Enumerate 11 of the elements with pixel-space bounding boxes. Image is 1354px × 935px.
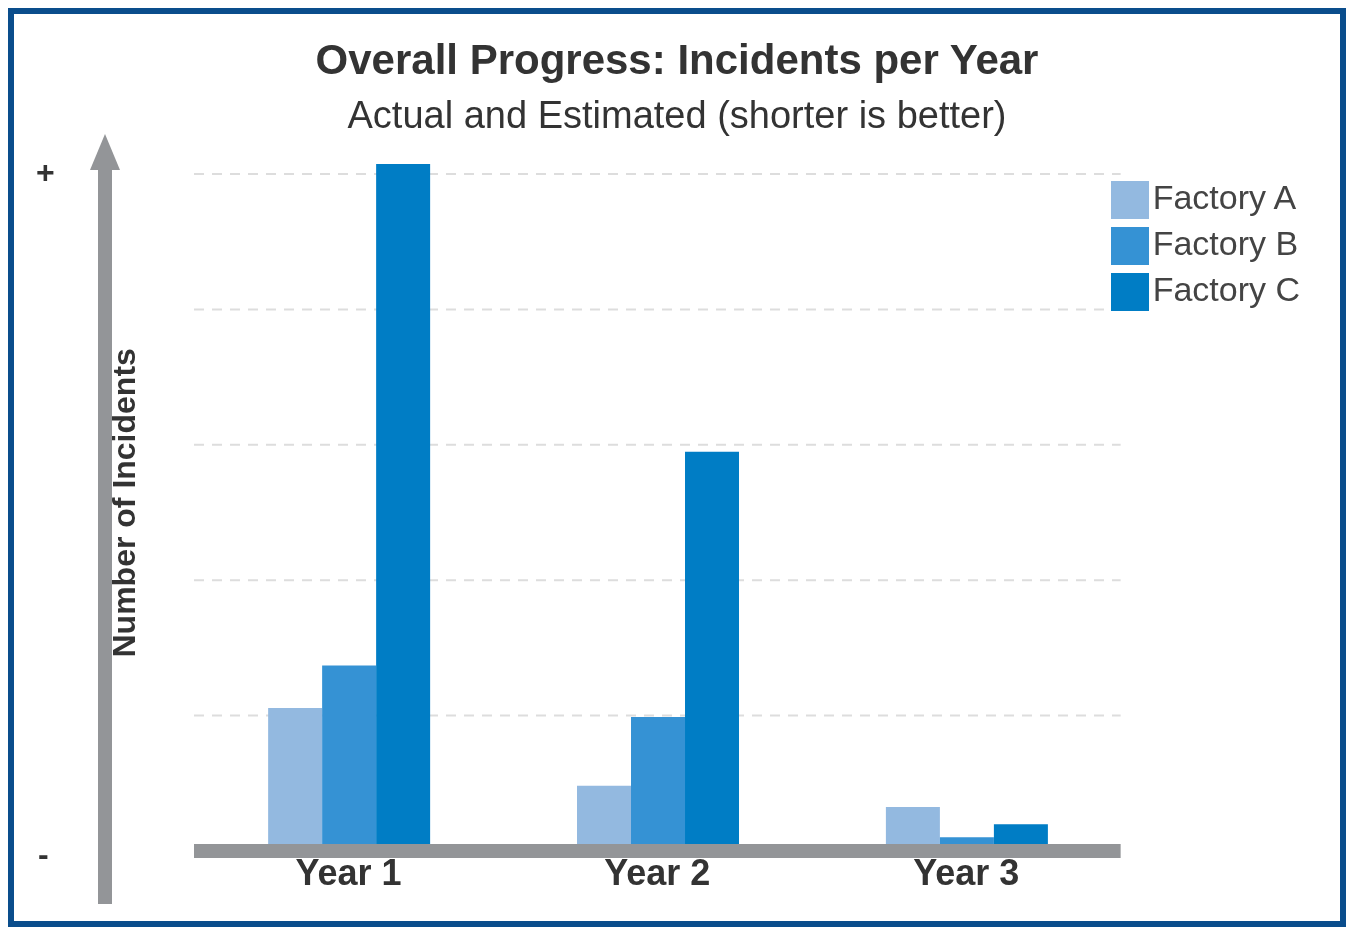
text: + <box>36 154 55 191</box>
y-axis-title: Number of Incidents <box>106 348 143 658</box>
text: - <box>38 836 49 873</box>
legend-label: Factory B <box>1152 224 1299 262</box>
x-tick-label: Year 1 <box>295 851 402 893</box>
legend-label: Factory A <box>1152 178 1297 216</box>
legend-label: Factory C <box>1152 270 1300 308</box>
chart-title: Overall Progress: Incidents per Year <box>314 36 1040 84</box>
chart-subtitle: Actual and Estimated (shorter is better) <box>346 94 1008 137</box>
x-tick-label: Year 2 <box>604 851 711 893</box>
x-tick-label: Year 3 <box>913 851 1020 893</box>
